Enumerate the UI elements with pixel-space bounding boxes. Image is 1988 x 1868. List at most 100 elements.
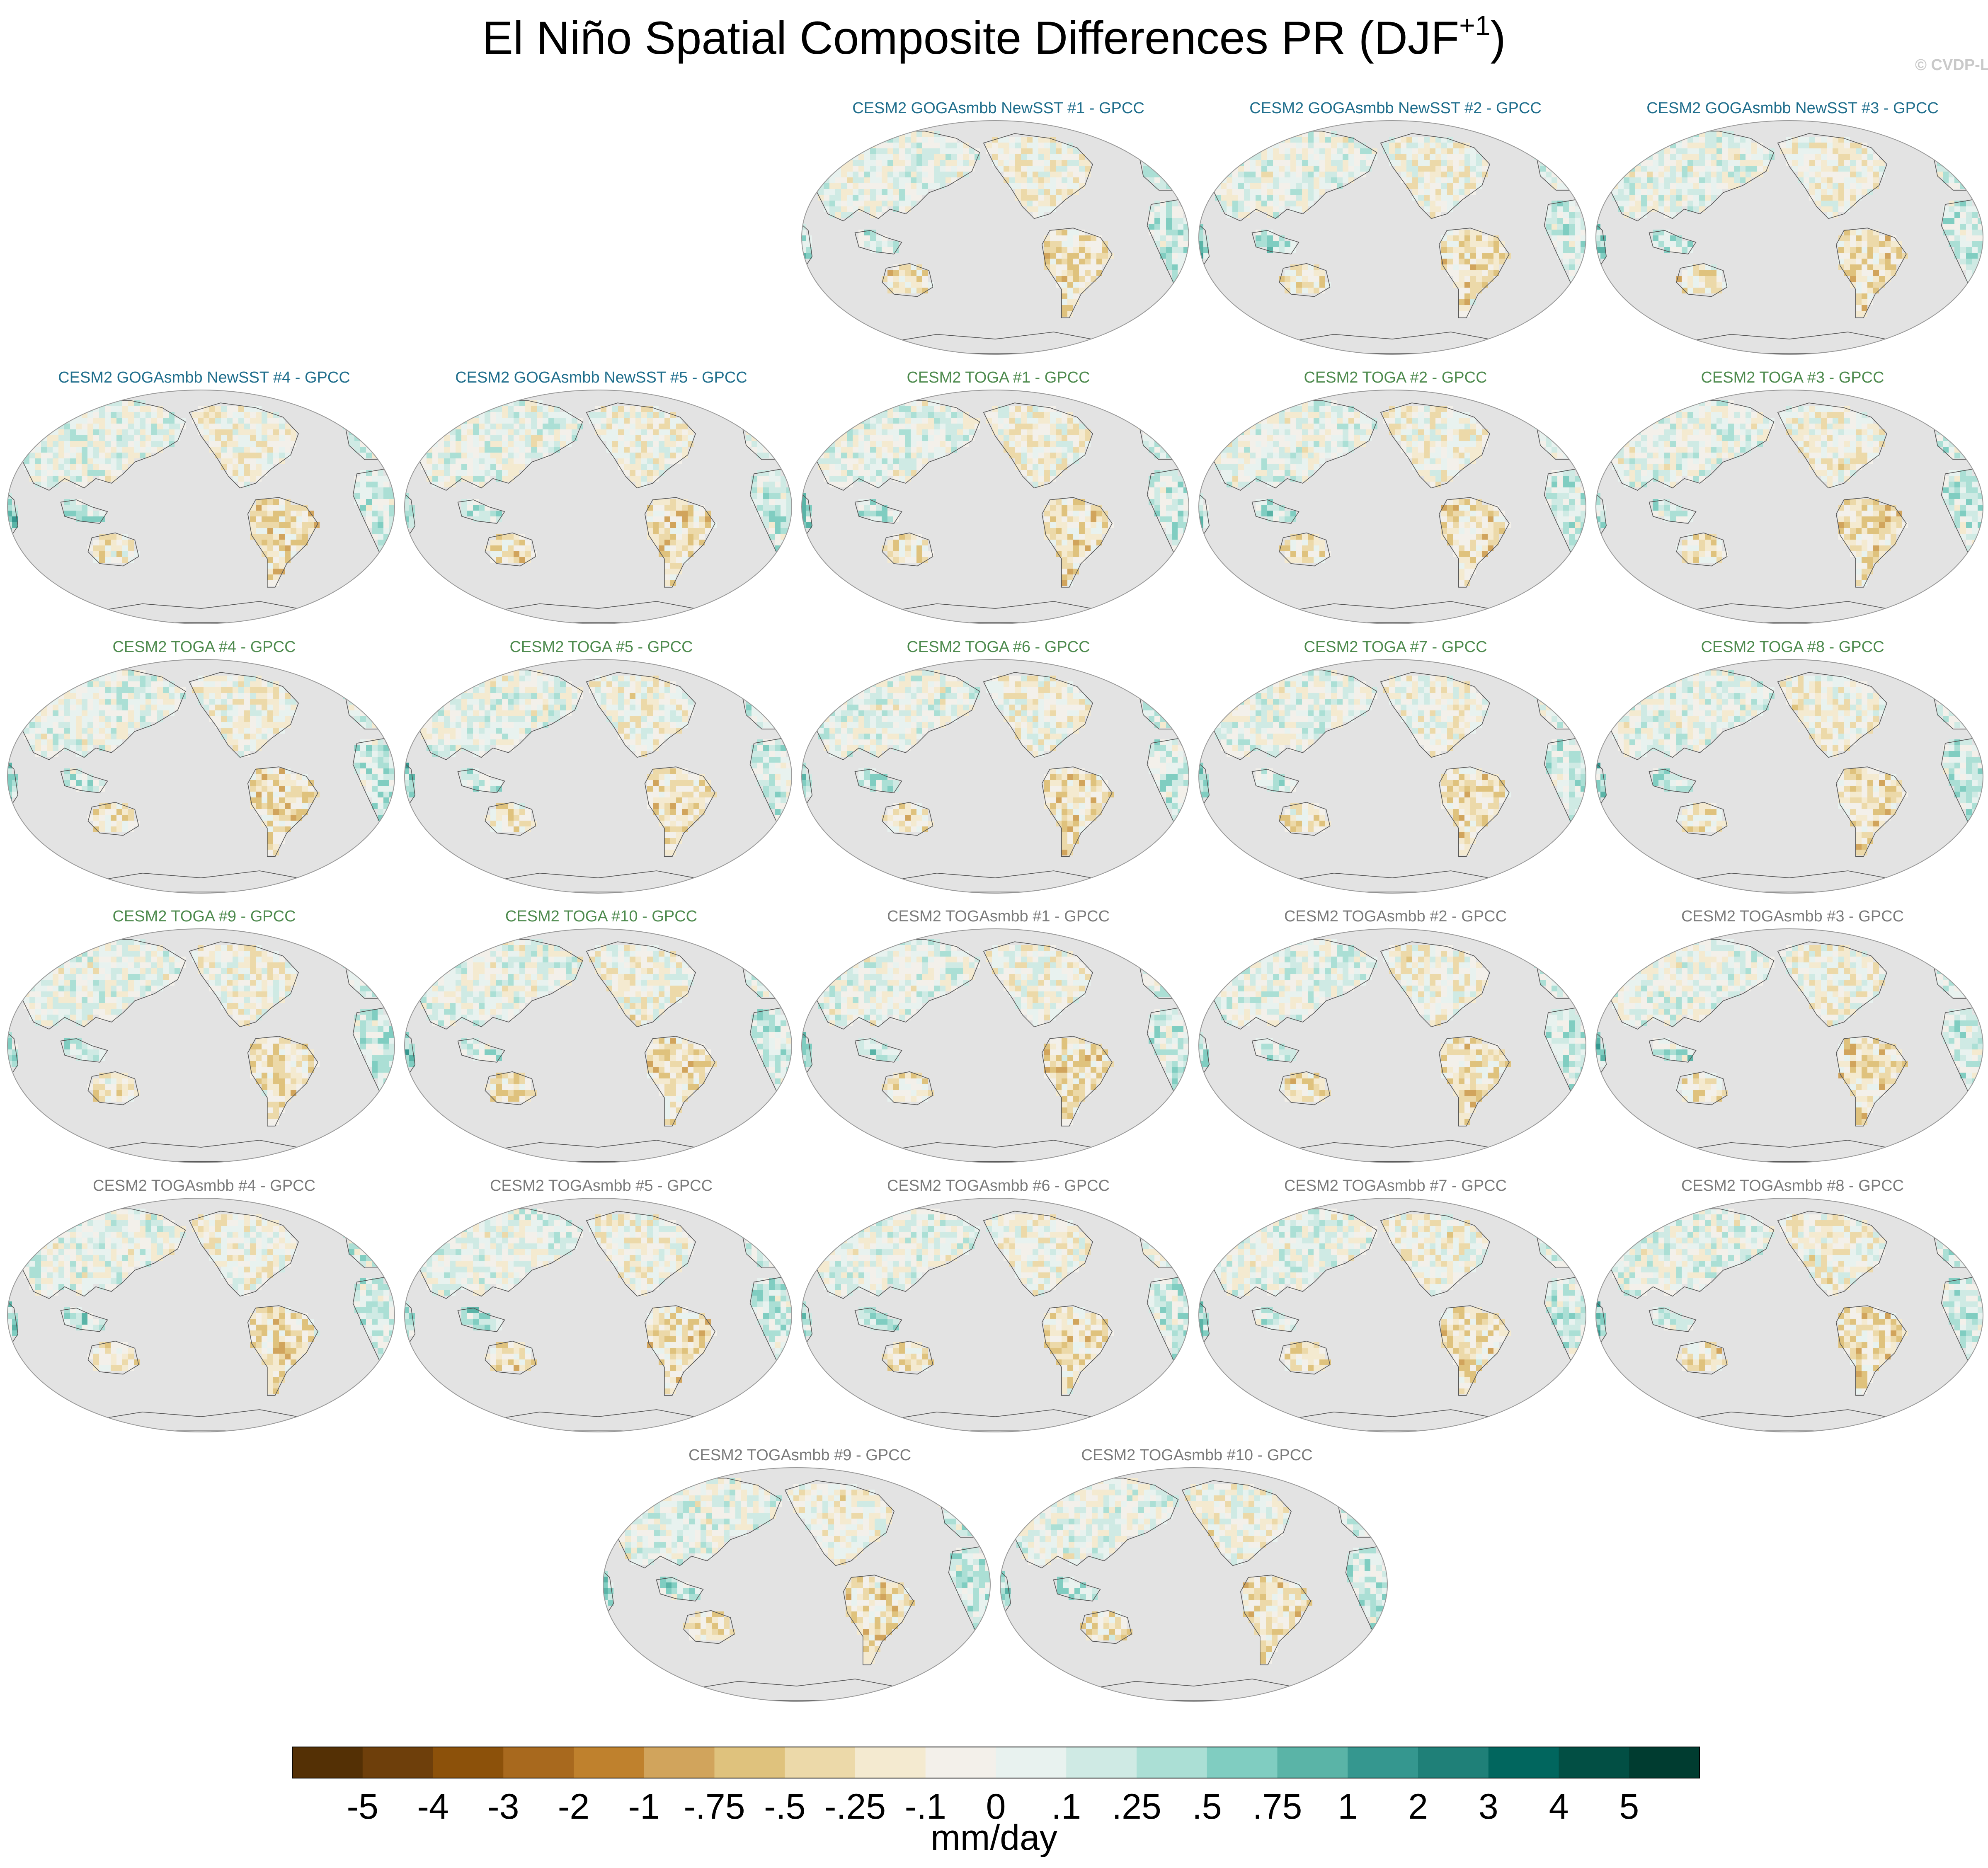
robinson-map — [1198, 659, 1586, 894]
title-close: ) — [1490, 12, 1506, 64]
map-border — [1198, 390, 1586, 624]
coastline-samerica — [1438, 766, 1510, 857]
coastline-samerica — [1438, 228, 1510, 318]
coastline-africaW — [1000, 1569, 1011, 1616]
colorbar-swatch — [1207, 1747, 1278, 1778]
coastline-antarctic — [481, 601, 709, 623]
coastline-namerica — [1777, 402, 1887, 489]
coastline-antarctic — [1672, 1140, 1900, 1162]
panel-title: CESM2 GOGAsmbb NewSST #2 - GPCC — [1249, 99, 1542, 117]
coastline-antarctic — [84, 870, 312, 893]
coastline-antarctic — [1275, 1140, 1503, 1162]
robinson-map — [404, 1198, 792, 1432]
coastline-eurasia — [1212, 1208, 1377, 1299]
coastline-samerica — [1438, 1305, 1510, 1396]
coastline-seasia — [457, 499, 505, 524]
coastline-seasia — [457, 1038, 505, 1063]
coastline-eurasia — [21, 1208, 186, 1299]
coastline-namerica — [1777, 1211, 1887, 1297]
map-panel: CESM2 TOGA #5 - GPCC — [403, 637, 799, 903]
map-border — [7, 928, 395, 1163]
map-border — [603, 1467, 991, 1702]
coastline-antarctic — [1076, 1679, 1304, 1701]
coastline-antarctic — [1275, 601, 1503, 623]
coastline-africaW — [1199, 492, 1210, 538]
coastline-australia — [1676, 1071, 1728, 1105]
panel-title: CESM2 TOGA #1 - GPCC — [907, 369, 1090, 386]
robinson-map — [1198, 928, 1586, 1163]
coastline-namerica — [1777, 672, 1887, 758]
coastline-australia — [683, 1610, 735, 1644]
coastline-africaW — [802, 761, 813, 808]
map-border — [1595, 390, 1983, 624]
coastline-antarctic — [878, 1140, 1106, 1162]
map-panel: CESM2 TOGAsmbb #8 - GPCC — [1595, 1176, 1988, 1442]
coastline-africaW — [405, 1300, 416, 1347]
map-panel: CESM2 GOGAsmbb NewSST #3 - GPCC — [1595, 99, 1988, 364]
coastline-namerica — [1380, 941, 1490, 1027]
robinson-map — [1595, 928, 1983, 1163]
robinson-map — [1198, 120, 1586, 355]
coastline-australia — [485, 532, 536, 567]
coastline-samerica — [1041, 497, 1113, 588]
coastline-eurasia — [1610, 131, 1775, 222]
coastline-seasia — [1251, 769, 1299, 793]
coastline-eurasia — [617, 1478, 782, 1569]
coastline-samerica — [1240, 1575, 1311, 1665]
coastline-eurasia — [1014, 1478, 1179, 1569]
robinson-map — [801, 390, 1189, 624]
coastline-samerica — [644, 497, 715, 588]
colorbar-outline — [292, 1747, 1700, 1778]
map-border — [7, 659, 395, 894]
map-panel: CESM2 GOGAsmbb NewSST #5 - GPCC — [403, 368, 799, 633]
coastline-namerica — [1181, 1480, 1292, 1566]
coastline-seasia — [1649, 1038, 1697, 1063]
panel-title: CESM2 TOGA #5 - GPCC — [509, 638, 693, 656]
colorbar-swatch — [1277, 1747, 1348, 1778]
coastline-africaW — [1596, 1030, 1607, 1077]
coastline-samerica — [644, 1036, 715, 1127]
coastline-antarctic — [84, 1409, 312, 1432]
land-anomaly-field — [1199, 400, 1586, 623]
robinson-map — [1595, 390, 1983, 624]
coastline-eurasia — [1610, 1208, 1775, 1299]
panel-title: CESM2 TOGAsmbb #6 - GPCC — [887, 1177, 1110, 1194]
colorbar-swatch — [714, 1747, 785, 1778]
colorbar-swatch — [1488, 1747, 1559, 1778]
coastline-eurasia — [418, 400, 583, 491]
map-border — [1595, 928, 1983, 1163]
panel-title: CESM2 TOGA #8 - GPCC — [1701, 638, 1884, 656]
panel-title: CESM2 TOGAsmbb #5 - GPCC — [490, 1177, 713, 1194]
panel-title: CESM2 TOGAsmbb #4 - GPCC — [92, 1177, 316, 1194]
coastline-africaW — [1596, 761, 1607, 808]
map-panel: CESM2 TOGAsmbb #4 - GPCC — [6, 1176, 402, 1442]
colorbar-swatch — [1629, 1747, 1700, 1778]
coastline-antarctic — [481, 1140, 709, 1162]
map-panel: CESM2 TOGA #4 - GPCC — [6, 637, 402, 903]
coastline-namerica — [189, 1211, 299, 1297]
panel-title: CESM2 TOGA #2 - GPCC — [1304, 369, 1487, 386]
coastline-samerica — [1835, 228, 1907, 318]
title-superscript: +1 — [1459, 10, 1491, 41]
coastline-seasia — [1649, 499, 1697, 524]
coastline-seasia — [1649, 230, 1697, 254]
robinson-map — [7, 659, 395, 894]
coastline-antarctic — [84, 1140, 312, 1162]
coastline-antarctic — [878, 870, 1106, 893]
coastline-australia — [1676, 1340, 1728, 1375]
map-panel: CESM2 TOGAsmbb #5 - GPCC — [403, 1176, 799, 1442]
map-border — [7, 390, 395, 624]
coastline-australia — [1279, 1071, 1331, 1105]
coastline-eurasia — [815, 131, 980, 222]
robinson-map — [1595, 1198, 1983, 1432]
coastline-antarctic — [1275, 870, 1503, 893]
coastline-seasia — [854, 769, 902, 793]
coastline-namerica — [586, 941, 696, 1027]
coastline-africaW — [7, 1300, 19, 1347]
coastline-antarctic — [878, 332, 1106, 354]
colorbar-swatch — [1066, 1747, 1137, 1778]
map-border — [404, 390, 792, 624]
coastline-namerica — [983, 402, 1093, 489]
coastline-samerica — [1041, 1305, 1113, 1396]
map-border — [1595, 120, 1983, 355]
